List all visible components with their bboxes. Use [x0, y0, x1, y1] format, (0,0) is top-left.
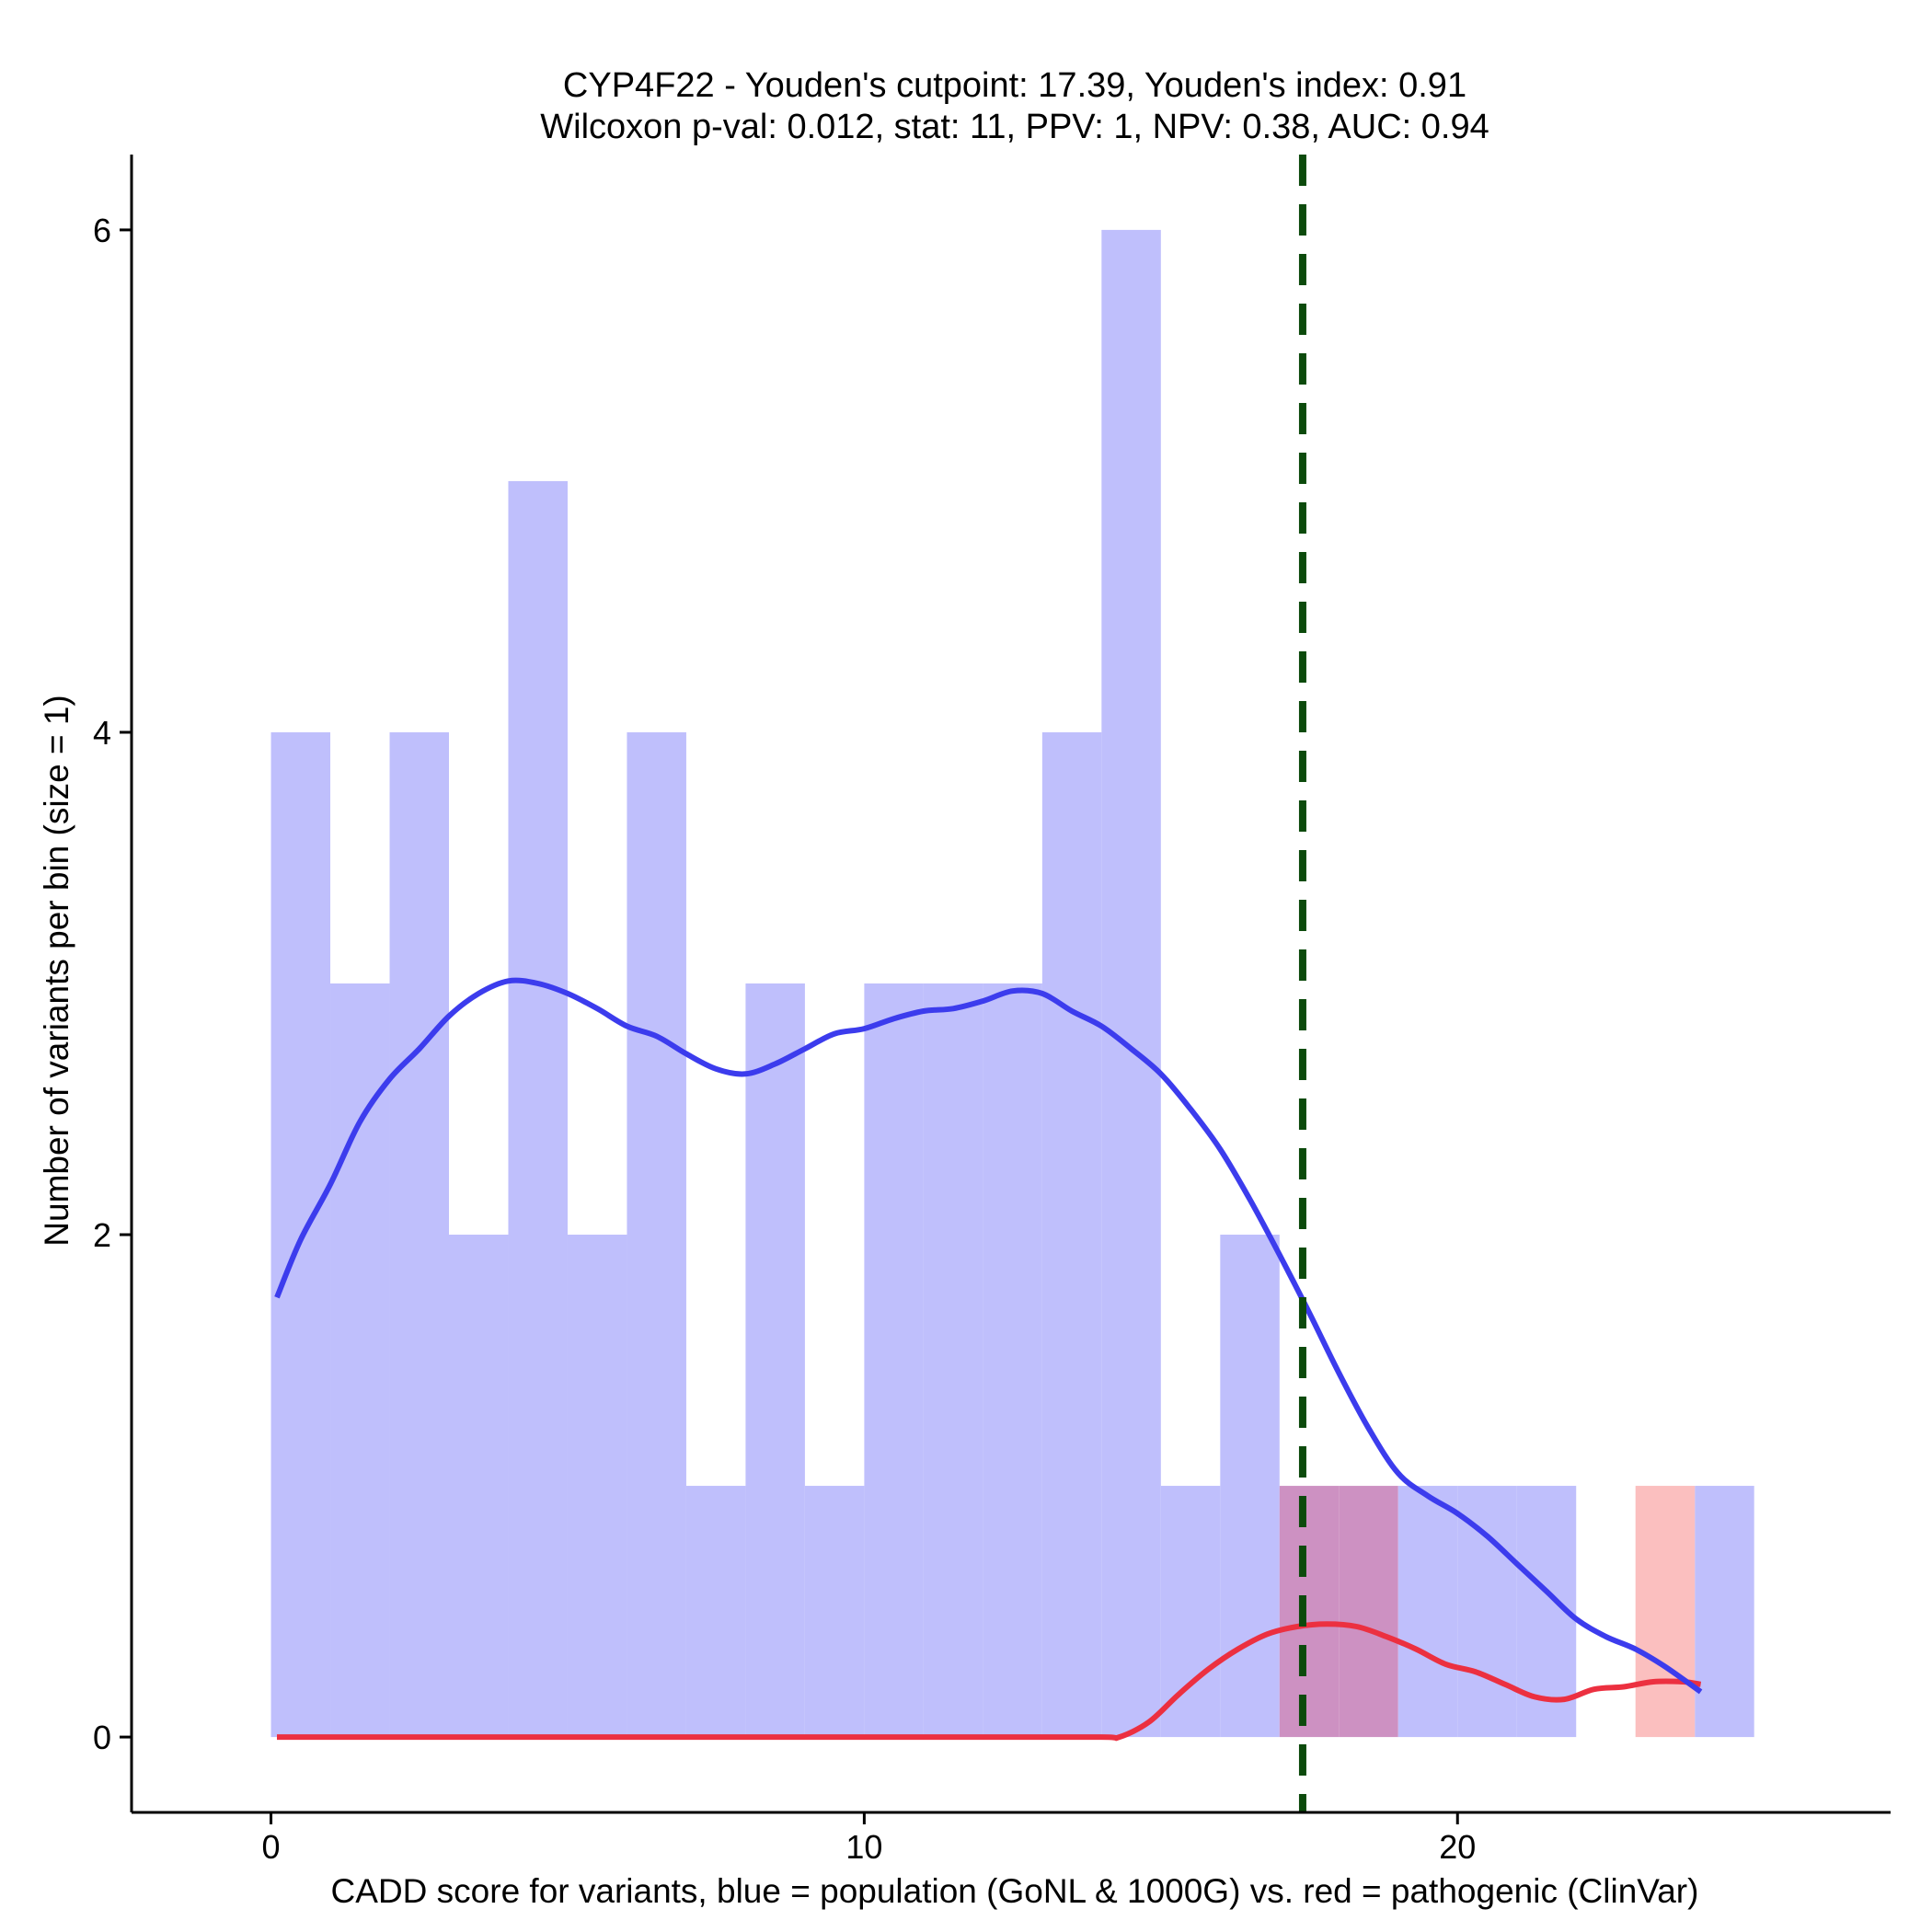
x-axis-label: CADD score for variants, blue = populati… — [331, 1872, 1699, 1910]
pathogenic-density-line — [276, 1621, 1702, 1742]
population-bar — [1457, 1486, 1517, 1738]
population-bar — [1041, 731, 1102, 1738]
population-bar — [745, 983, 805, 1738]
population-bar — [448, 1235, 509, 1738]
x-tick-label: 20 — [1439, 1828, 1476, 1866]
y-tick-label: 0 — [93, 1719, 111, 1756]
population-bar — [804, 1486, 865, 1738]
population-bar — [983, 983, 1042, 1738]
population-bar — [508, 480, 568, 1738]
y-tick-label: 4 — [93, 714, 111, 752]
overlap-bar — [1279, 1486, 1340, 1738]
population-bar — [923, 983, 983, 1738]
chart-title-line-1: CYP4F22 - Youden's cutpoint: 17.39, Youd… — [563, 66, 1466, 105]
chart-title-line-2: Wilcoxon p-val: 0.012, stat: 11, PPV: 1,… — [540, 108, 1489, 146]
population-bar — [1695, 1486, 1754, 1738]
population-bar — [864, 983, 924, 1738]
population-bar — [330, 983, 390, 1738]
y-axis-label: Number of variants per bin (size = 1) — [38, 695, 75, 1246]
population-bar — [567, 1235, 627, 1738]
population-bar — [1101, 229, 1161, 1738]
population-bar — [389, 731, 449, 1738]
overlap-bar — [1339, 1486, 1398, 1738]
axes: 0 10 20 0 2 4 6 — [93, 155, 1891, 1866]
population-bar — [1397, 1486, 1458, 1738]
population-density-line — [274, 977, 1703, 1695]
density-curves — [274, 977, 1703, 1742]
x-tick-label: 10 — [845, 1828, 882, 1866]
population-bar — [1220, 1235, 1280, 1738]
y-tick-label: 6 — [93, 212, 111, 249]
pathogenic-bar — [1635, 1486, 1696, 1738]
x-tick-label: 0 — [262, 1828, 281, 1866]
population-bar — [685, 1486, 746, 1738]
population-bar — [627, 731, 686, 1738]
population-bar — [1160, 1486, 1221, 1738]
histogram-bars — [270, 229, 1754, 1738]
y-tick-label: 2 — [93, 1216, 111, 1254]
